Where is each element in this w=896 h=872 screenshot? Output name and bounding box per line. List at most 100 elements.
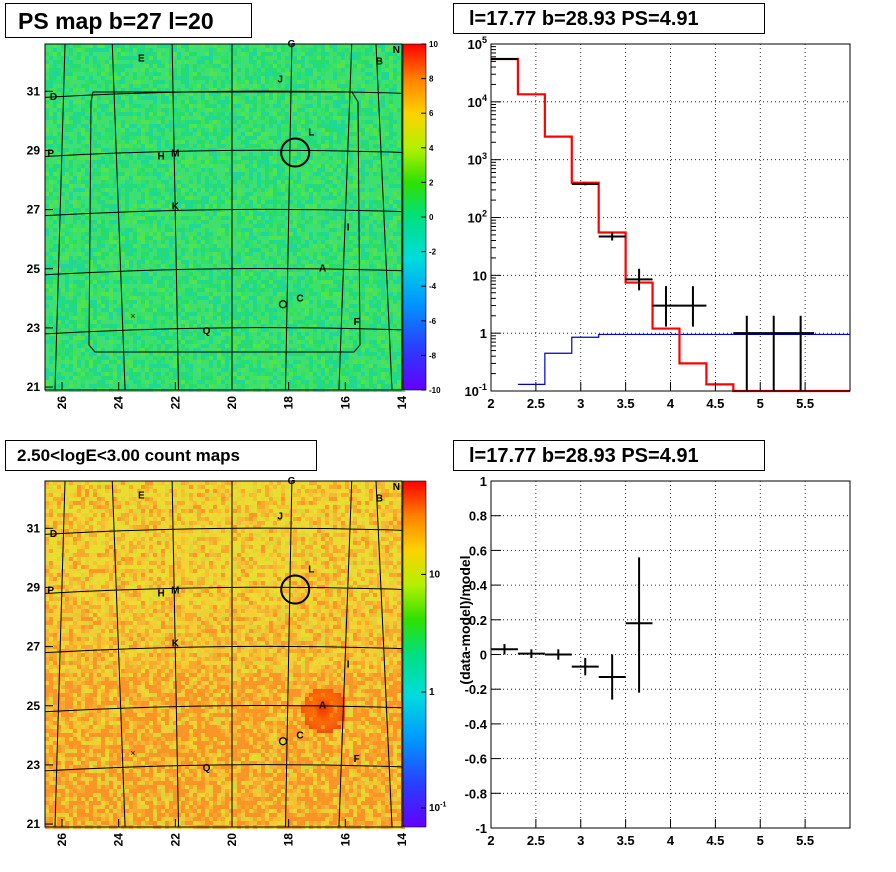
y-tick-label: 21 <box>27 817 41 831</box>
map-pixel-group <box>45 481 405 829</box>
x-tick-label: 14 <box>395 833 409 847</box>
ps-map-pixels <box>45 44 405 392</box>
x-tick-label: 3 <box>577 833 584 848</box>
y-tick-label: -0.2 <box>465 682 487 697</box>
model-step-line <box>491 57 850 393</box>
x-tick-label: 2.5 <box>527 833 545 848</box>
source-label-P: P <box>47 148 54 159</box>
longitude-line <box>338 480 353 828</box>
y-tick-label: 23 <box>27 758 41 772</box>
source-label-J: J <box>277 511 283 522</box>
source-label-H: H <box>158 588 165 599</box>
x-tick-label: 4.5 <box>706 833 724 848</box>
source-label-M: M <box>171 585 179 596</box>
spectrum-panel: 2 2.5 3 3.5 4 4.5 5 5.5 10-1 1 10 102 103 104 105 <box>464 35 851 411</box>
y-tick-label: 31 <box>27 84 41 98</box>
map-pixel-group <box>45 481 405 829</box>
x-tick-label: 2 <box>487 833 494 848</box>
source-label-K: K <box>172 639 180 650</box>
x-tick-label: 22 <box>168 833 182 847</box>
x-tick-label: 5 <box>757 833 764 848</box>
background-step-line <box>517 333 850 386</box>
x-tick-label: 26 <box>55 833 69 847</box>
longitude-line <box>284 43 293 391</box>
latitude-line <box>44 764 403 772</box>
longitude-line <box>375 480 393 828</box>
source-label-C: C <box>296 293 303 304</box>
y-tick-label: 25 <box>27 262 41 276</box>
x-cross-marker: × <box>130 748 135 758</box>
x-tick-label: 2 <box>487 396 494 411</box>
source-label-F: F <box>354 317 360 328</box>
colorbar-tick-label: 0 <box>429 213 434 222</box>
y-tick-label: 102 <box>467 209 487 226</box>
source-label-Q: Q <box>203 326 211 337</box>
longitude-line <box>171 480 180 828</box>
x-tick-label: 3.5 <box>617 396 635 411</box>
longitude-line <box>284 480 293 828</box>
source-label-L: L <box>308 565 314 576</box>
y-tick-label: 0.6 <box>469 543 487 558</box>
y-tick-label: 1 <box>480 474 487 489</box>
source-label-J: J <box>277 74 283 85</box>
source-label-N: N <box>393 482 400 493</box>
map-frame <box>44 480 403 828</box>
source-label-E: E <box>138 54 145 65</box>
y-tick-label: 10-1 <box>464 382 487 399</box>
x-tick-label: 2.5 <box>527 396 545 411</box>
colorbar-tick-label: 8 <box>429 75 434 84</box>
latitude-line <box>44 586 403 594</box>
x-tick-label: 5.5 <box>796 833 814 848</box>
y-tick-label: 0.4 <box>469 578 488 593</box>
y-tick-label: -1 <box>475 821 487 836</box>
source-label-A: A <box>319 701 326 712</box>
colorbar-tick-label: -4 <box>429 282 437 291</box>
map-pixel-group <box>45 44 405 392</box>
colorbar-tick-label: -10 <box>429 386 441 395</box>
colorbar-tick-label: 6 <box>429 109 434 118</box>
ps-map-title: PS map b=27 l=20 <box>5 3 252 38</box>
y-tick-label: 23 <box>27 321 41 335</box>
source-label-B: B <box>376 494 383 505</box>
map-pixel-group <box>45 481 405 829</box>
source-circle <box>280 137 311 168</box>
longitude-line <box>111 43 126 391</box>
longitude-line <box>338 43 353 391</box>
colorbar <box>403 44 426 390</box>
colorbar-tick-label: 10 <box>429 569 441 580</box>
source-label-B: B <box>376 57 383 68</box>
source-label-L: L <box>308 128 314 139</box>
y-tick-label: 29 <box>27 580 41 594</box>
longitude-line <box>171 43 180 391</box>
small-circle-marker <box>278 300 288 309</box>
x-tick-label: 16 <box>338 833 352 847</box>
latitude-line <box>44 705 403 713</box>
colorbar-tick-label: -8 <box>429 351 437 360</box>
count-map-title: 2.50<logE<3.00 count maps <box>5 440 317 471</box>
y-tick-label: 29 <box>27 143 41 157</box>
source-circle <box>280 574 311 605</box>
region-outline <box>88 91 361 353</box>
x-cross-marker: × <box>130 311 135 321</box>
map-pixel-group <box>45 481 405 829</box>
latitude-line <box>44 327 403 335</box>
map-pixel-group <box>45 44 405 392</box>
colorbar-tick-label: 10-1 <box>429 801 446 814</box>
y-tick-label: -0.6 <box>465 752 487 767</box>
source-label-N: N <box>393 45 400 56</box>
y-tick-label: 0 <box>480 648 487 663</box>
x-tick-label: 24 <box>112 396 126 410</box>
source-label-A: A <box>319 264 326 275</box>
latitude-line <box>44 268 403 276</box>
latitude-line <box>44 527 403 535</box>
y-tick-label: 21 <box>27 380 41 394</box>
y-tick-label: -0.8 <box>465 786 487 801</box>
map-pixel-group <box>45 44 405 392</box>
y-axis-label: (data-model)/model <box>457 555 473 684</box>
x-tick-label: 4 <box>667 833 675 848</box>
map-pixel-group <box>45 44 405 392</box>
y-tick-label: 27 <box>27 203 41 217</box>
residual-title: l=17.77 b=28.93 PS=4.91 <box>453 440 765 471</box>
y-tick-label: 1 <box>480 326 487 341</box>
